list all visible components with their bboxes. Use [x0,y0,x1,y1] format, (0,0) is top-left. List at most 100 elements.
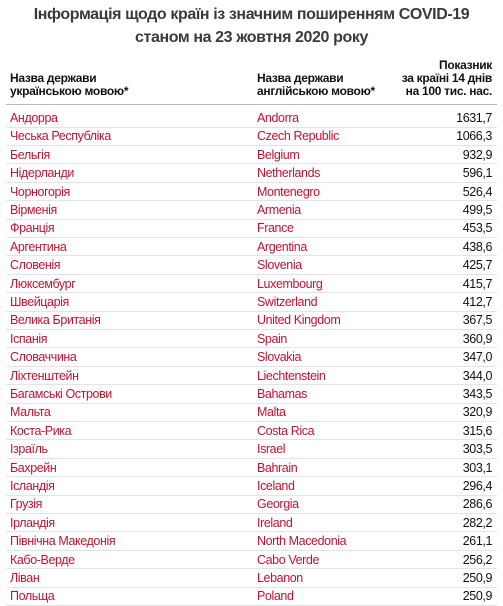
indicator: 596,1 [462,166,493,181]
row-rule [6,531,497,533]
indicator: 303,5 [462,442,493,457]
country-ua: Андорра [10,111,58,125]
country-ua: Ліхтенштейн [10,368,79,383]
country-ua: Франція [10,221,55,236]
country-en: Slovakia [257,350,302,365]
row-rule [6,512,497,514]
country-en: Spain [257,331,287,346]
indicator: 425,7 [462,258,493,273]
country-en: Andorra [257,111,299,125]
country-en: United Kingdom [257,313,341,328]
country-ua: Вірменія [10,203,57,217]
country-en: Belgium [257,147,300,162]
country-en: Liechtenstein [257,368,326,383]
indicator: 932,9 [462,147,493,162]
row-rule [6,384,497,386]
row-rule [6,126,497,128]
row-rule [6,549,497,551]
row-rule [6,236,497,238]
country-ua: Велика Британія [10,313,101,328]
country-ua: Люксембург [10,276,76,291]
country-ua: Швейцарія [10,295,69,309]
indicator: 1066,3 [456,129,492,144]
indicator: 261,1 [462,534,493,549]
indicator: 499,5 [462,203,493,217]
indicator: 1631,7 [456,111,492,125]
column-header: за країні 14 днів [401,71,493,85]
row-rule [6,255,497,257]
row-rule [6,292,497,294]
country-en: Argentina [257,239,307,254]
row-rule [6,402,497,404]
country-ua: Словаччина [10,350,77,365]
row-rule [6,200,497,202]
column-header: Показник [439,58,492,72]
country-ua: Іспанія [10,331,48,346]
indicator: 315,6 [462,423,493,438]
country-en: Slovenia [257,258,302,273]
indicator: 347,0 [462,350,493,365]
country-en: Bahamas [257,387,308,401]
country-en: Malta [257,405,286,420]
country-ua: Чорногорія [10,184,70,199]
indicator: 344,0 [462,368,493,383]
row-rule [6,365,497,367]
country-en: Lebanon [257,571,303,585]
country-en: Costa Rica [257,423,315,438]
country-ua: Аргентина [10,239,67,254]
country-ua: Грузія [10,497,43,512]
row-rule [6,328,497,330]
country-en: Montenegro [257,184,320,199]
row-rule [6,568,497,570]
country-ua: Бельгія [10,147,50,162]
country-en: Netherlands [257,166,321,181]
column-header: українською мовою* [10,84,129,98]
indicator: 415,7 [462,276,493,291]
country-ua: Словенія [10,258,61,273]
country-ua: Ліван [10,571,40,585]
row-rule [6,218,497,220]
country-en: Switzerland [257,295,318,309]
column-header: Назва держави [10,71,97,85]
country-en: Ireland [257,515,293,530]
row-rule [6,476,497,478]
country-ua: Багамські Острови [10,387,112,401]
country-ua: Північна Македонія [10,534,116,549]
indicator: 250,9 [462,571,493,585]
column-header: Назва держави [257,71,344,85]
indicator: 296,4 [462,479,493,493]
title-line: станом на 23 жовтня 2020 року [135,29,368,46]
column-header: англійською мовою* [257,84,375,98]
country-ua: Коста-Рика [10,423,72,438]
indicator: 250,9 [462,589,493,604]
indicator: 303,1 [462,460,493,475]
country-en: Armenia [257,203,301,217]
header-rule [6,104,497,105]
country-en: Cabo Verde [257,552,320,567]
country-en: Israel [257,442,286,457]
country-en: Bahrain [257,460,298,475]
indicator: 412,7 [462,295,493,309]
indicator: 286,6 [462,497,493,512]
country-ua: Мальта [10,405,51,420]
row-rule [6,439,497,441]
column-header: на 100 тис. нас. [405,84,493,98]
indicator: 438,6 [462,239,493,254]
indicator: 526,4 [462,184,493,199]
row-rule [6,273,497,275]
row-rule [6,420,497,422]
country-ua: Ірландія [10,515,55,530]
indicator: 453,5 [462,221,493,236]
country-en: Luxembourg [257,276,323,291]
row-rule [6,457,497,459]
country-en: Poland [257,589,294,604]
country-ua: Чеська Республіка [10,129,111,144]
indicator: 367,5 [462,313,493,328]
row-rule [6,586,497,588]
country-ua: Польща [10,589,55,604]
row-rule [6,181,497,183]
title-line: Інформація щодо країн із значним поширен… [33,6,470,23]
indicator: 320,9 [462,405,493,420]
country-ua: Кабо-Верде [10,552,75,567]
country-ua: Нідерланди [10,166,74,181]
